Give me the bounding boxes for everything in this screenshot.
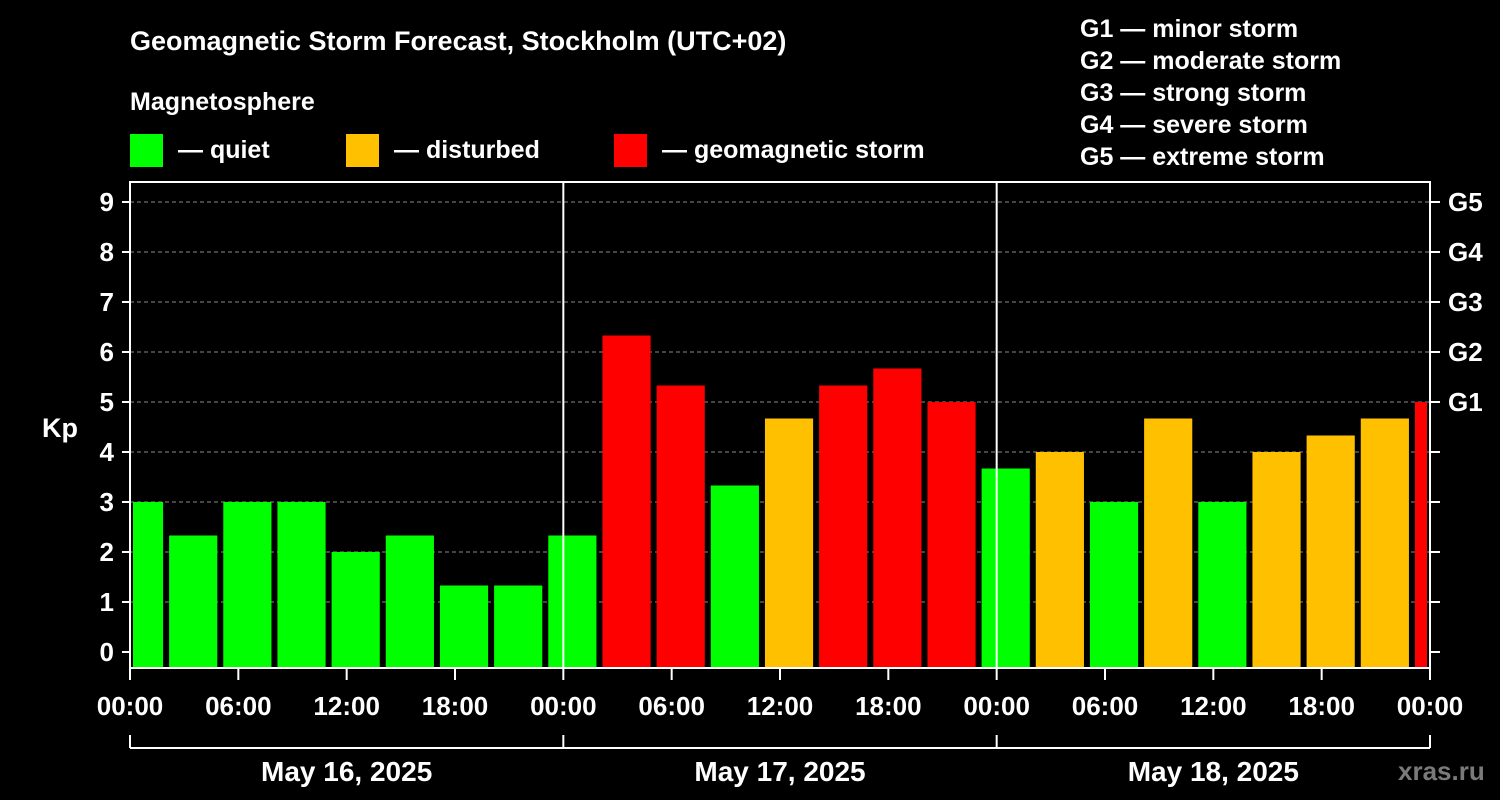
x-tick-label-12: 00:00: [1397, 691, 1464, 721]
storm-scale-item-4: G5 — extreme storm: [1080, 143, 1325, 171]
bar-15: [927, 402, 976, 668]
bar-19: [1144, 418, 1193, 668]
g-level-label-2: G3: [1448, 287, 1483, 317]
day-label-1: May 17, 2025: [694, 756, 865, 787]
bar-7: [494, 585, 543, 668]
day-label-0: May 16, 2025: [261, 756, 432, 787]
bar-1: [169, 535, 218, 668]
legend-title: Magnetosphere: [130, 88, 315, 116]
x-tick-label-7: 18:00: [855, 691, 922, 721]
bar-9: [602, 335, 651, 668]
bar-17: [1035, 452, 1084, 668]
bar-18: [1089, 502, 1139, 668]
y-axis-left: 0 1 2 3 4 5 6 7 8 9: [100, 187, 130, 667]
x-tick-label-3: 18:00: [422, 691, 489, 721]
y-tick-label-2: 2: [100, 537, 114, 567]
bar-2: [223, 502, 272, 668]
legend-swatch-1: [346, 134, 379, 167]
bar-16: [981, 468, 1030, 668]
bars: [133, 335, 1427, 668]
bar-0: [133, 502, 164, 668]
bar-4: [331, 552, 380, 668]
x-tick-label-10: 12:00: [1180, 691, 1247, 721]
y-tick-label-5: 5: [100, 387, 114, 417]
bar-23: [1360, 418, 1409, 668]
legend-label-0: — quiet: [178, 136, 270, 164]
bar-21: [1252, 452, 1301, 668]
bar-24: [1414, 402, 1427, 668]
x-tick-label-2: 12:00: [313, 691, 380, 721]
x-tick-label-0: 00:00: [97, 691, 164, 721]
g-level-label-3: G4: [1448, 237, 1483, 267]
x-axis: 00:00 06:00 12:00 18:00 00:00 06:00 12:00 18:00…: [97, 668, 1464, 721]
storm-scale-item-1: G2 — moderate storm: [1080, 47, 1341, 75]
y-tick-label-8: 8: [100, 237, 114, 267]
chart-title: Geomagnetic Storm Forecast, Stockholm (U…: [130, 26, 786, 56]
x-tick-label-8: 00:00: [963, 691, 1030, 721]
y-tick-label-3: 3: [100, 487, 114, 517]
watermark: xras.ru: [1398, 756, 1485, 786]
y-axis-right: G1 G2 G3 G4 G5: [1430, 187, 1483, 653]
legend-swatch-0: [130, 134, 163, 167]
legend-label-1: — disturbed: [394, 136, 540, 164]
y-tick-label-0: 0: [100, 637, 114, 667]
storm-scale-item-2: G3 — strong storm: [1080, 79, 1306, 107]
bar-10: [656, 385, 705, 668]
g-level-label-0: G1: [1448, 387, 1483, 417]
bar-14: [873, 368, 922, 668]
g-level-label-1: G2: [1448, 337, 1483, 367]
x-tick-label-9: 06:00: [1072, 691, 1139, 721]
x-tick-label-4: 00:00: [530, 691, 597, 721]
g-level-label-4: G5: [1448, 187, 1483, 217]
storm-scale-item-3: G4 — severe storm: [1080, 111, 1308, 139]
x-tick-label-1: 06:00: [205, 691, 272, 721]
day-axis: May 16, 2025 May 17, 2025 May 18, 2025: [129, 735, 1431, 787]
bar-12: [764, 418, 814, 668]
bar-3: [277, 502, 326, 668]
x-tick-label-6: 12:00: [747, 691, 814, 721]
y-tick-label-4: 4: [100, 437, 115, 467]
bar-13: [819, 385, 868, 668]
y-axis-label: Kp: [42, 413, 78, 443]
bar-20: [1198, 502, 1247, 668]
legend-label-2: — geomagnetic storm: [662, 136, 925, 164]
day-label-2: May 18, 2025: [1128, 756, 1299, 787]
y-tick-label-7: 7: [100, 287, 114, 317]
storm-scale-item-0: G1 — minor storm: [1080, 15, 1298, 43]
y-tick-label-9: 9: [100, 187, 114, 217]
legend: — quiet — disturbed — geomagnetic storm: [130, 134, 925, 167]
bar-11: [710, 485, 759, 668]
bar-8: [548, 535, 597, 668]
y-tick-label-1: 1: [100, 587, 114, 617]
day-dividers: [562, 182, 998, 668]
x-tick-label-11: 18:00: [1288, 691, 1355, 721]
y-tick-label-6: 6: [100, 337, 114, 367]
x-tick-label-5: 06:00: [638, 691, 705, 721]
bar-22: [1306, 435, 1355, 668]
bar-6: [439, 585, 489, 668]
storm-scale-legend: G1 — minor storm G2 — moderate storm G3 — …: [1080, 15, 1341, 171]
bar-5: [385, 535, 434, 668]
legend-swatch-2: [614, 134, 647, 167]
